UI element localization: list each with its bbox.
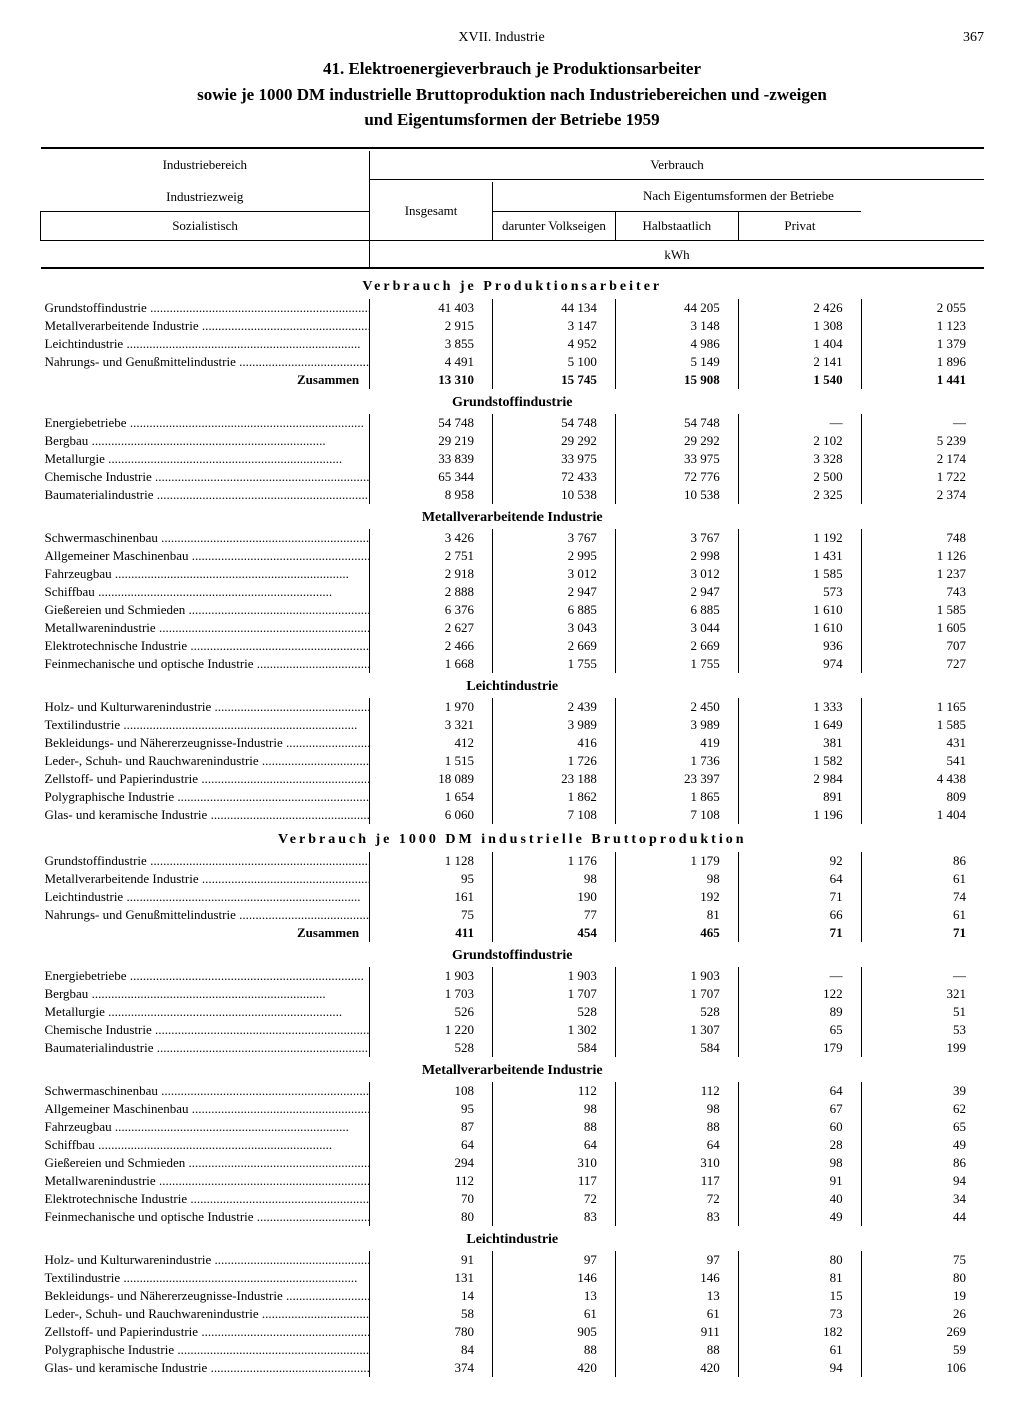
table-row: Schiffbau2 8882 9472 947573743 [41,583,985,601]
table-row: Metallurgie5265285288951 [41,1003,985,1021]
section-b: Verbrauch je 1000 DM industrielle Brutto… [41,824,985,852]
table-row: Elektrotechnische Industrie7072724034 [41,1190,985,1208]
table-row: Leder-, Schuh- und Rauchwarenindustrie1 … [41,752,985,770]
table-row: Bekleidungs- und Nähererzeugnisse-Indust… [41,734,985,752]
table-row: Zellstoff- und Papierindustrie18 08923 1… [41,770,985,788]
table-row: Textilindustrie3 3213 9893 9891 6491 585 [41,716,985,734]
table-row: Chemische Industrie65 34472 43372 7762 5… [41,468,985,486]
table-row: Zellstoff- und Papierindustrie7809059111… [41,1323,985,1341]
header-nach: Nach Eigentumsformen der Betriebe [492,182,984,212]
header-unit: kWh [370,243,984,268]
table-row: Fahrzeugbau2 9183 0123 0121 5851 237 [41,565,985,583]
table-row: Elektrotechnische Industrie2 4662 6692 6… [41,637,985,655]
header-insgesamt: Insgesamt [370,182,493,241]
table-row: Textilindustrie1311461468180 [41,1269,985,1287]
table-row: Energiebetriebe1 9031 9031 903—— [41,967,985,985]
table-row: Glas- und keramische Industrie3744204209… [41,1359,985,1377]
table-row: Nahrungs- und Genußmittelindustrie4 4915… [41,353,985,371]
table-row: Schwermaschinenbau1081121126439 [41,1082,985,1100]
table-row: Bekleidungs- und Nähererzeugnisse-Indust… [41,1287,985,1305]
table-row: Leder-, Schuh- und Rauchwarenindustrie58… [41,1305,985,1323]
table-row: Gießereien und Schmieden2943103109886 [41,1154,985,1172]
table-row: Holz- und Kulturwarenindustrie9197978075 [41,1251,985,1269]
table-title: 41. Elektroenergieverbrauch je Produktio… [40,56,984,133]
table-row: Leichtindustrie1611901927174 [41,888,985,906]
header-privat: Privat [738,211,861,240]
table-row: Polygraphische Industrie1 6541 8621 8658… [41,788,985,806]
header-soz: Sozialistisch [41,211,370,240]
header-verbrauch: Verbrauch [370,151,984,180]
table-row: Feinmechanische und optische Industrie80… [41,1208,985,1226]
page-header: XVII. Industrie 367 [40,30,984,46]
table-row: Holz- und Kulturwarenindustrie1 9702 439… [41,698,985,716]
table-row: Metallurgie33 83933 97533 9753 3282 174 [41,450,985,468]
data-table: Industriebereich Industriezweig Verbrauc… [40,147,984,1377]
page-number: 367 [963,30,984,46]
table-row: Polygraphische Industrie8488886159 [41,1341,985,1359]
table-row: Metallwarenindustrie1121171179194 [41,1172,985,1190]
header-bereich: Industriebereich [163,157,247,172]
table-row: Schwermaschinenbau3 4263 7673 7671 19274… [41,529,985,547]
table-row: Metallverarbeitende Industrie9598986461 [41,870,985,888]
table-row: Allgemeiner Maschinenbau9598986762 [41,1100,985,1118]
table-row: Gießereien und Schmieden6 3766 8856 8851… [41,601,985,619]
table-row: Chemische Industrie1 2201 3021 3076553 [41,1021,985,1039]
chapter-label: XVII. Industrie [458,30,544,46]
table-row: Grundstoffindustrie41 40344 13444 2052 4… [41,299,985,317]
table-row: Glas- und keramische Industrie6 0607 108… [41,806,985,824]
table-row: Energiebetriebe54 74854 74854 748—— [41,414,985,432]
table-row: Grundstoffindustrie1 1281 1761 1799286 [41,852,985,870]
table-row: Allgemeiner Maschinenbau2 7512 9952 9981… [41,547,985,565]
table-row: Feinmechanische und optische Industrie1 … [41,655,985,673]
header-zweig: Industriezweig [166,189,243,204]
table-row: Metallwarenindustrie2 6273 0433 0441 610… [41,619,985,637]
section-a: Verbrauch je Produktionsarbeiter [41,271,985,299]
table-row: Bergbau29 21929 29229 2922 1025 239 [41,432,985,450]
table-row: Nahrungs- und Genußmittelindustrie757781… [41,906,985,924]
table-row: Baumaterialindustrie528584584179199 [41,1039,985,1057]
table-row: Bergbau1 7031 7071 707122321 [41,985,985,1003]
table-row: Baumaterialindustrie8 95810 53810 5382 3… [41,486,985,504]
table-row: Leichtindustrie3 8554 9524 9861 4041 379 [41,335,985,353]
header-volks: darunter Volkseigen [492,211,615,240]
table-row: Fahrzeugbau8788886065 [41,1118,985,1136]
header-halb: Halbstaatlich [615,211,738,240]
table-row: Metallverarbeitende Industrie2 9153 1473… [41,317,985,335]
table-row: Schiffbau6464642849 [41,1136,985,1154]
